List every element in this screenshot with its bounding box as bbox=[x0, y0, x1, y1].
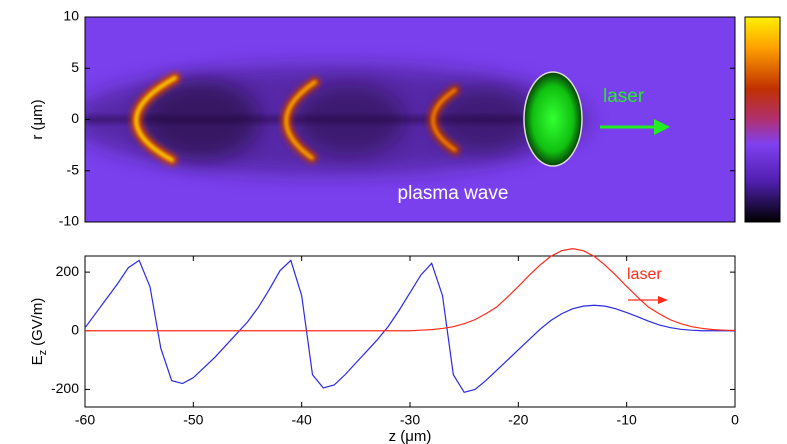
annotation-arrow bbox=[658, 296, 668, 304]
x-tick-label: 0 bbox=[731, 412, 739, 428]
y-axis-label-part: (GV/m) bbox=[29, 298, 46, 346]
x-tick-label: -20 bbox=[508, 412, 528, 428]
y-tick-label: 5 bbox=[71, 59, 79, 75]
y-axis-label-part: E bbox=[29, 355, 46, 365]
y-tick-label: -10 bbox=[59, 213, 79, 229]
x-tick-label: -10 bbox=[617, 412, 637, 428]
y-tick-label: -200 bbox=[51, 380, 79, 396]
x-tick-label: -50 bbox=[183, 412, 203, 428]
line-series bbox=[84, 259, 735, 394]
x-tick-label: -40 bbox=[292, 412, 312, 428]
y-tick-label: 10 bbox=[63, 8, 79, 24]
y-tick-label: 200 bbox=[56, 263, 80, 279]
annotation: laser bbox=[603, 86, 645, 107]
y-tick-label: -5 bbox=[67, 161, 80, 177]
x-tick-label: -60 bbox=[75, 412, 95, 428]
line-series bbox=[85, 248, 736, 332]
annotation: plasma wave bbox=[398, 183, 509, 204]
colorbar bbox=[744, 16, 781, 223]
annotation: laser bbox=[627, 266, 662, 283]
y-axis-label: r (μm) bbox=[29, 99, 46, 139]
x-tick-label: -30 bbox=[400, 412, 420, 428]
x-axis-label: z (μm) bbox=[389, 428, 432, 444]
y-axis-label: Ez (GV/m) bbox=[29, 298, 49, 366]
y-tick-label: 0 bbox=[71, 110, 79, 126]
y-tick-label: 0 bbox=[71, 321, 79, 337]
density-map bbox=[85, 17, 735, 222]
y-axis-label-part: z bbox=[37, 350, 49, 356]
